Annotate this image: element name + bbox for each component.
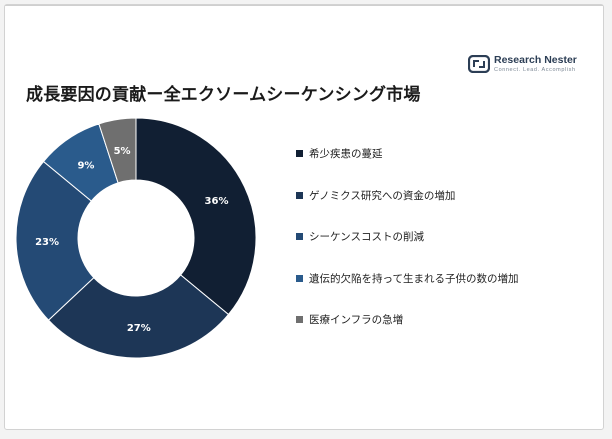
logo-tagline: Connect. Lead. Accomplish [494,67,576,73]
legend-item-5: 医療インフラの急増 [296,312,596,354]
donut-slice-2 [47,274,230,359]
slice-label-5: 5% [114,146,131,157]
legend-label: 遺伝的欠陥を持って生まれる子供の数の増加 [309,272,519,285]
legend-label: ゲノミクス研究への資金の増加 [309,189,456,202]
chart-title: 成長要因の貢献ー全エクソームシーケンシング市場 [26,85,421,105]
slice-label-3: 23% [35,237,59,248]
legend-swatch [296,150,303,157]
slice-label-4: 9% [77,160,94,171]
legend-item-2: ゲノミクス研究への資金の増加 [296,188,596,230]
research-nester-logo: Research Nester Connect. Lead. Accomplis… [468,53,588,77]
donut-slice-1 [135,117,257,316]
legend-label: シーケンスコストの削減 [309,231,424,243]
logo-mark-icon [468,55,490,73]
donut-slice-3 [15,160,95,321]
legend-swatch [296,274,303,282]
legend-swatch [296,233,303,240]
chart-legend: 希少疾患の蔓延ゲノミクス研究への資金の増加 シーケンスコストの削減遺伝的欠陥を持っ… [296,146,596,354]
legend-swatch [296,316,303,323]
slice-label-1: 36% [205,196,229,207]
legend-item-1: 希少疾患の蔓延 [296,146,596,188]
top-divider [5,5,603,6]
donut-slice-5 [98,117,137,184]
legend-item-3: シーケンスコストの削減 [296,229,596,271]
legend-label: 医療インフラの急増 [309,314,404,326]
legend-item-4: 遺伝的欠陥を持って生まれる子供の数の増加 [296,271,596,313]
legend-swatch [296,191,303,199]
slice-label-2: 27% [127,323,151,334]
logo-name: Research Nester [494,54,577,66]
legend-label: 希少疾患の蔓延 [309,148,383,160]
chart-card [4,4,604,430]
